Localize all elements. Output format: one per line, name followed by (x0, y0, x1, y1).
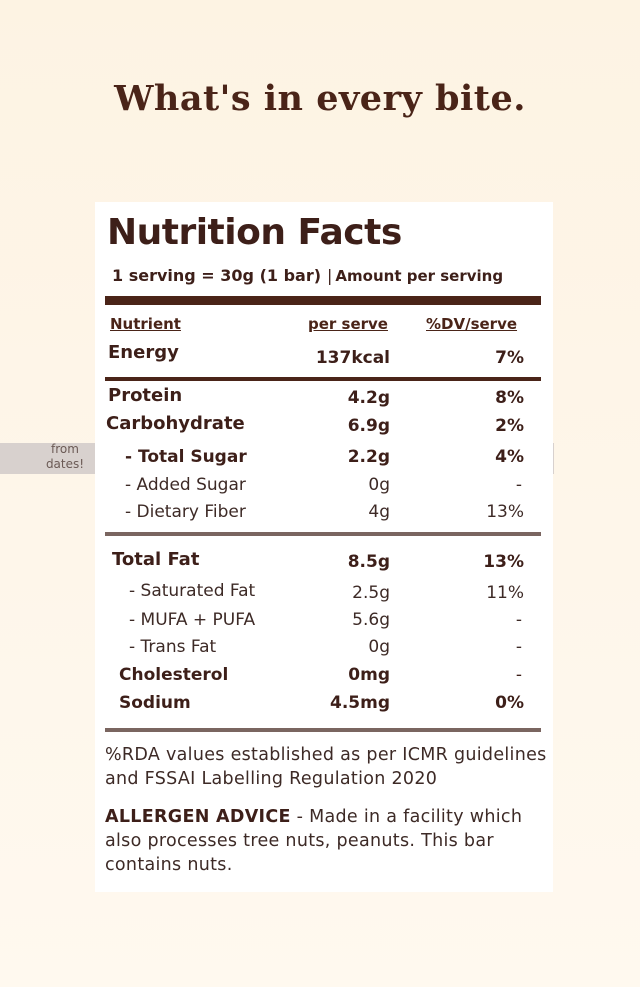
nutrient-row-saturated-fat: - Saturated Fat 2.5g 11% (95, 581, 553, 607)
divider-energy (105, 377, 541, 381)
nutrient-label: - Total Sugar (125, 447, 247, 467)
nutrient-dv: 13% (486, 502, 524, 522)
nutrient-row-trans-fat: - Trans Fat 0g - (95, 637, 553, 663)
nutrient-dv: 4% (495, 447, 524, 467)
rda-note: %RDA values established as per ICMR guid… (105, 745, 547, 789)
nutrient-row-added-sugar: - Added Sugar 0g - (95, 475, 553, 501)
nutrient-value: 137kcal (315, 348, 390, 368)
nutrient-row-mufa-pufa: - MUFA + PUFA 5.6g - (95, 610, 553, 636)
nutrient-value: 0mg (348, 665, 390, 685)
serving-separator: | (327, 266, 333, 285)
nutrient-label: - Saturated Fat (129, 581, 256, 601)
serving-size: 1 serving = 30g (1 bar) (112, 266, 322, 285)
nutrient-row-carbohydrate: Carbohydrate 6.9g 2% (95, 413, 553, 439)
nutrient-value: 8.5g (347, 552, 390, 572)
serving-line: 1 serving = 30g (1 bar) | Amount per servi… (112, 266, 503, 285)
nutrient-row-total-fat: Total Fat 8.5g 13% (95, 549, 553, 575)
nutrient-value: 0g (368, 475, 390, 495)
nutrient-dv: 11% (486, 583, 524, 603)
sugar-note: from dates! (45, 442, 85, 471)
nutrient-dv: 0% (495, 693, 524, 713)
amount-per-serving: Amount per serving (335, 267, 504, 285)
column-header-nutrient: Nutrient (110, 315, 181, 333)
nutrient-label: Protein (108, 385, 183, 406)
nutrient-row-total-sugar: - Total Sugar 2.2g 4% (95, 447, 553, 473)
nutrient-label: Total Fat (112, 549, 200, 570)
divider-carbs (105, 532, 541, 536)
nutrient-value: 4g (368, 502, 390, 522)
nutrition-panel: Nutrition Facts 1 serving = 30g (1 bar) |… (95, 202, 553, 892)
nutrient-label: Energy (108, 342, 179, 363)
nutrient-dv: 2% (495, 416, 524, 436)
nutrient-dv: - (515, 665, 522, 685)
nutrient-value: 0g (368, 637, 390, 657)
nutrient-dv: 7% (495, 348, 524, 368)
nutrient-dv: - (515, 610, 522, 630)
nutrient-dv: - (515, 637, 522, 657)
nutrient-value: 4.2g (347, 388, 390, 408)
nutrient-value: 6.9g (347, 416, 390, 436)
column-header-per-serve: per serve (308, 315, 388, 333)
nutrient-label: - Dietary Fiber (125, 502, 246, 522)
nutrient-label: - Added Sugar (125, 475, 246, 495)
nutrient-value: 5.6g (352, 610, 390, 630)
nutrient-dv: - (515, 475, 522, 495)
nutrient-row-protein: Protein 4.2g 8% (95, 385, 553, 411)
nutrient-label: - Trans Fat (129, 637, 217, 657)
page-headline: What's in every bite. (114, 78, 526, 119)
nutrient-dv: 13% (483, 552, 524, 572)
nutrient-row-sodium: Sodium 4.5mg 0% (95, 693, 553, 719)
allergen-text: - Made in a facility which also processe… (105, 807, 523, 875)
nutrient-value: 2.2g (347, 447, 390, 467)
nutrient-label: Sodium (119, 693, 191, 713)
divider-thick (105, 296, 541, 305)
allergen-advice: ALLERGEN ADVICE - Made in a facility whi… (105, 805, 551, 877)
divider-bottom (105, 728, 541, 732)
allergen-label: ALLERGEN ADVICE (105, 807, 291, 827)
nutrient-label: Carbohydrate (106, 413, 245, 434)
nutrient-label: - MUFA + PUFA (129, 610, 256, 630)
nutrient-dv: 8% (495, 388, 524, 408)
nutrient-label: Cholesterol (119, 665, 229, 685)
nutrient-row-cholesterol: Cholesterol 0mg - (95, 665, 553, 691)
column-header-dv: %DV/serve (426, 315, 518, 333)
nutrient-row-dietary-fiber: - Dietary Fiber 4g 13% (95, 502, 553, 528)
panel-title: Nutrition Facts (107, 212, 402, 253)
nutrient-row-energy: Energy 137kcal 7% (95, 342, 553, 368)
nutrient-value: 2.5g (352, 583, 390, 603)
nutrient-value: 4.5mg (330, 693, 390, 713)
